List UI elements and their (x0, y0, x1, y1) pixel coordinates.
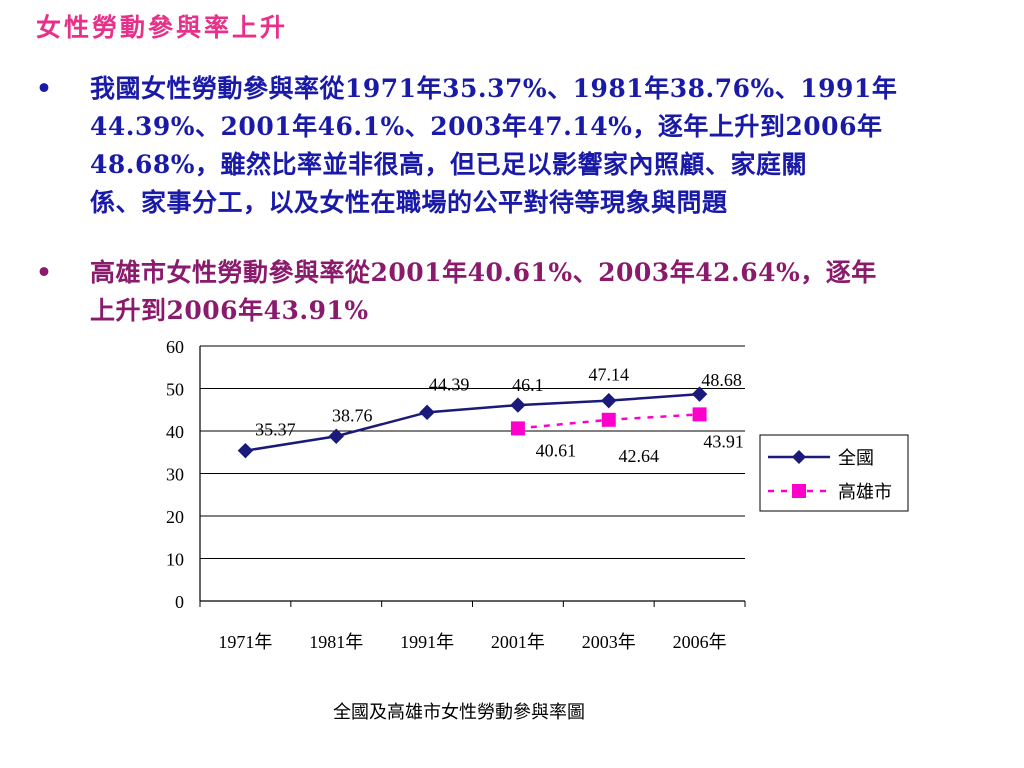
data-point-kaohsiung (693, 407, 707, 421)
x-tick-label: 2006年 (673, 632, 727, 652)
data-label: 42.64 (619, 446, 660, 466)
y-tick-label: 30 (166, 465, 184, 485)
data-label: 46.1 (512, 375, 544, 395)
y-tick-label: 60 (166, 337, 184, 357)
data-point-national (602, 394, 616, 408)
y-tick-label: 0 (175, 592, 184, 612)
data-label: 38.76 (332, 405, 373, 425)
data-label: 47.14 (589, 365, 630, 385)
data-point-kaohsiung (602, 413, 616, 427)
data-point-national (511, 398, 525, 412)
data-label: 48.68 (701, 370, 742, 390)
x-tick-label: 2001年 (491, 632, 545, 652)
x-tick-label: 1971年 (218, 632, 272, 652)
legend-label: 高雄市 (838, 482, 892, 503)
legend-label: 全國 (838, 448, 874, 469)
data-point-national (420, 405, 434, 419)
x-tick-label: 2003年 (582, 632, 636, 652)
y-tick-label: 40 (166, 422, 184, 442)
data-point-kaohsiung (511, 421, 525, 435)
legend-marker (792, 484, 806, 498)
data-label: 40.61 (536, 440, 577, 460)
x-tick-label: 1991年 (400, 632, 454, 652)
series-line-national (245, 394, 699, 451)
data-label: 35.37 (255, 420, 296, 440)
y-tick-label: 20 (166, 507, 184, 527)
chart-caption: 全國及高雄市女性勞動參與率圖 (0, 698, 918, 724)
x-tick-label: 1981年 (309, 632, 363, 652)
data-point-national (238, 444, 252, 458)
y-tick-label: 10 (166, 550, 184, 570)
data-label: 44.39 (429, 374, 470, 394)
y-tick-label: 50 (166, 380, 184, 400)
data-label: 43.91 (703, 431, 744, 451)
